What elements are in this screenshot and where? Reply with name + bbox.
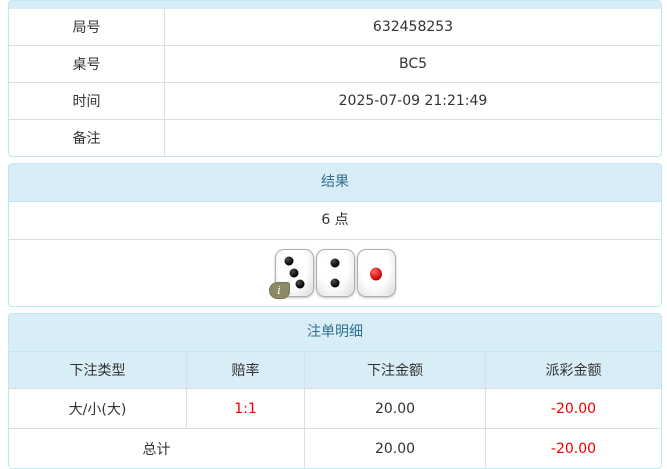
time-value: 2025-07-09 21:21:49 — [164, 82, 661, 120]
table-header-row: 下注类型 赔率 下注金额 派彩金额 — [9, 352, 661, 389]
die-pip — [295, 279, 305, 289]
die-pip — [284, 256, 294, 266]
game-info-heading — [9, 1, 661, 9]
die-pip — [289, 268, 299, 278]
dice-row: i — [9, 240, 661, 306]
total-bet-amount: 20.00 — [304, 428, 486, 468]
die-pip — [330, 278, 340, 288]
info-badge-icon[interactable]: i — [268, 282, 290, 299]
die-pip — [370, 267, 382, 281]
round-id-label: 局号 — [9, 9, 165, 46]
bet-amount-cell: 20.00 — [304, 388, 486, 429]
remark-value — [164, 119, 661, 156]
table-row: 大/小(大) 1:1 20.00 -20.00 — [9, 388, 661, 429]
result-heading: 结果 — [9, 164, 661, 202]
die-1-icon — [356, 249, 396, 297]
time-label: 时间 — [9, 82, 165, 120]
payout-cell: -20.00 — [485, 388, 661, 429]
col-bet-type: 下注类型 — [9, 352, 187, 389]
result-panel: 结果 6 点 i — [8, 163, 662, 307]
die-2-icon — [315, 249, 355, 297]
table-row: 局号 632458253 — [9, 9, 661, 46]
die-3-icon: i — [268, 249, 314, 299]
table-id-value: BC5 — [164, 45, 661, 83]
round-id-value: 632458253 — [372, 19, 454, 35]
bet-type-cell: 大/小(大) — [9, 388, 187, 429]
table-id-label: 桌号 — [9, 45, 165, 83]
total-payout: -20.00 — [485, 428, 661, 468]
bet-detail-panel: 注单明细 下注类型 赔率 下注金额 派彩金额 大/小(大) 1:1 20.00 … — [8, 313, 662, 469]
result-points: 6 点 — [9, 202, 661, 240]
table-row: 桌号 BC5 — [9, 45, 661, 83]
remark-label: 备注 — [9, 119, 165, 156]
col-payout: 派彩金额 — [485, 352, 661, 389]
col-bet-amount: 下注金额 — [304, 352, 486, 389]
table-row: 时间 2025-07-09 21:21:49 — [9, 82, 661, 120]
game-info-panel: 局号 632458253 桌号 BC5 时间 2025-07-09 21:21:… — [8, 0, 662, 157]
bet-detail-heading: 注单明细 — [9, 314, 661, 352]
bet-detail-table: 下注类型 赔率 下注金额 派彩金额 大/小(大) 1:1 20.00 -20.0… — [9, 352, 661, 468]
total-row: 总计 20.00 -20.00 — [9, 428, 661, 468]
odds-cell: 1:1 — [186, 388, 305, 429]
die-pip — [330, 258, 340, 268]
game-info-table: 局号 632458253 桌号 BC5 时间 2025-07-09 21:21:… — [9, 9, 661, 156]
table-row: 备注 — [9, 119, 661, 156]
col-odds: 赔率 — [186, 352, 305, 389]
total-label: 总计 — [9, 428, 305, 468]
